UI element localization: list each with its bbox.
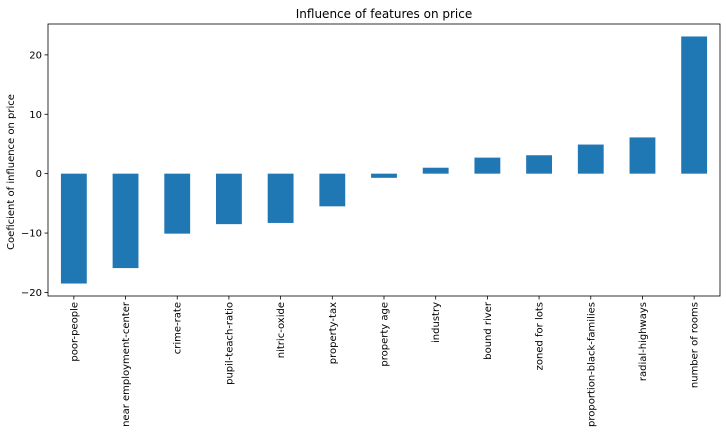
x-tick-label: number of rooms [690, 302, 701, 388]
x-tick-label: property age [380, 302, 391, 367]
bar-near-employment-center [112, 173, 139, 269]
x-tick-label: near employment-center [121, 301, 132, 427]
y-tick-label: −20 [21, 288, 42, 299]
bar-industry [422, 167, 449, 174]
x-tick-label: crime-rate [173, 302, 184, 354]
x-tick-label: radial-highways [638, 302, 649, 381]
x-tick-label: pupil-teach-ratio [224, 302, 235, 385]
y-tick-label: 20 [29, 50, 42, 61]
x-tick-label: zoned for lots [535, 302, 546, 370]
x-tick-label: bound river [483, 301, 494, 360]
bar-number-of-rooms [681, 36, 708, 174]
y-tick-label: −10 [21, 229, 42, 240]
bar-poor-people [60, 173, 87, 284]
y-axis: −20 −10 0 10 20 [21, 50, 48, 299]
x-tick-label: industry [431, 302, 442, 343]
x-tick-label: poor-people [69, 302, 80, 362]
y-tick-label: 10 [29, 110, 42, 121]
bar-bound-river [474, 157, 501, 174]
x-tick-label: nitric-oxide [276, 302, 287, 358]
y-axis-label: Coeficient of influence on price [6, 94, 17, 250]
bar-crime-rate [164, 173, 191, 234]
bar-nitric-oxide [267, 173, 294, 223]
y-tick-label: 0 [36, 169, 42, 180]
bar-proportion-black-families [577, 144, 604, 174]
bar-property-tax [319, 173, 346, 207]
bars-group [60, 36, 708, 284]
bar-pupil-teach-ratio [216, 173, 242, 225]
bar-radial-highways [629, 137, 656, 174]
x-tick-label: proportion-black-families [586, 302, 597, 427]
chart-title: Influence of features on price [296, 7, 473, 21]
plot-frame [47, 23, 721, 297]
bar-property-age [371, 173, 397, 178]
x-axis: poor-people near employment-center crime-r… [69, 296, 701, 427]
x-tick-label: property-tax [328, 302, 339, 364]
bar-zoned-for-lots [526, 155, 552, 174]
